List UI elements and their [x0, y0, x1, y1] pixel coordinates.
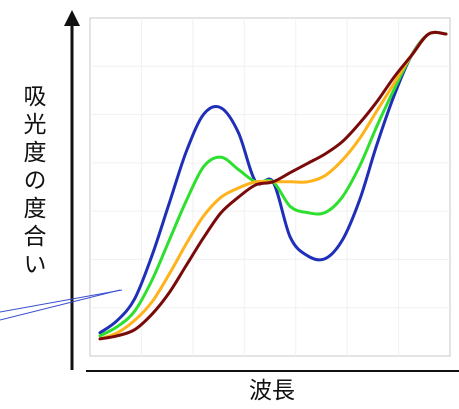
y-axis-label: 吸光度の度合い [19, 84, 47, 280]
series-layer [98, 30, 448, 341]
y-axis-arrow-icon [64, 10, 80, 26]
pointer-line [0, 289, 123, 313]
x-axis-label: 波長 [249, 378, 295, 404]
pointer-line [0, 289, 121, 321]
series-line-4 [98, 30, 448, 341]
plot-area-border [89, 17, 451, 357]
